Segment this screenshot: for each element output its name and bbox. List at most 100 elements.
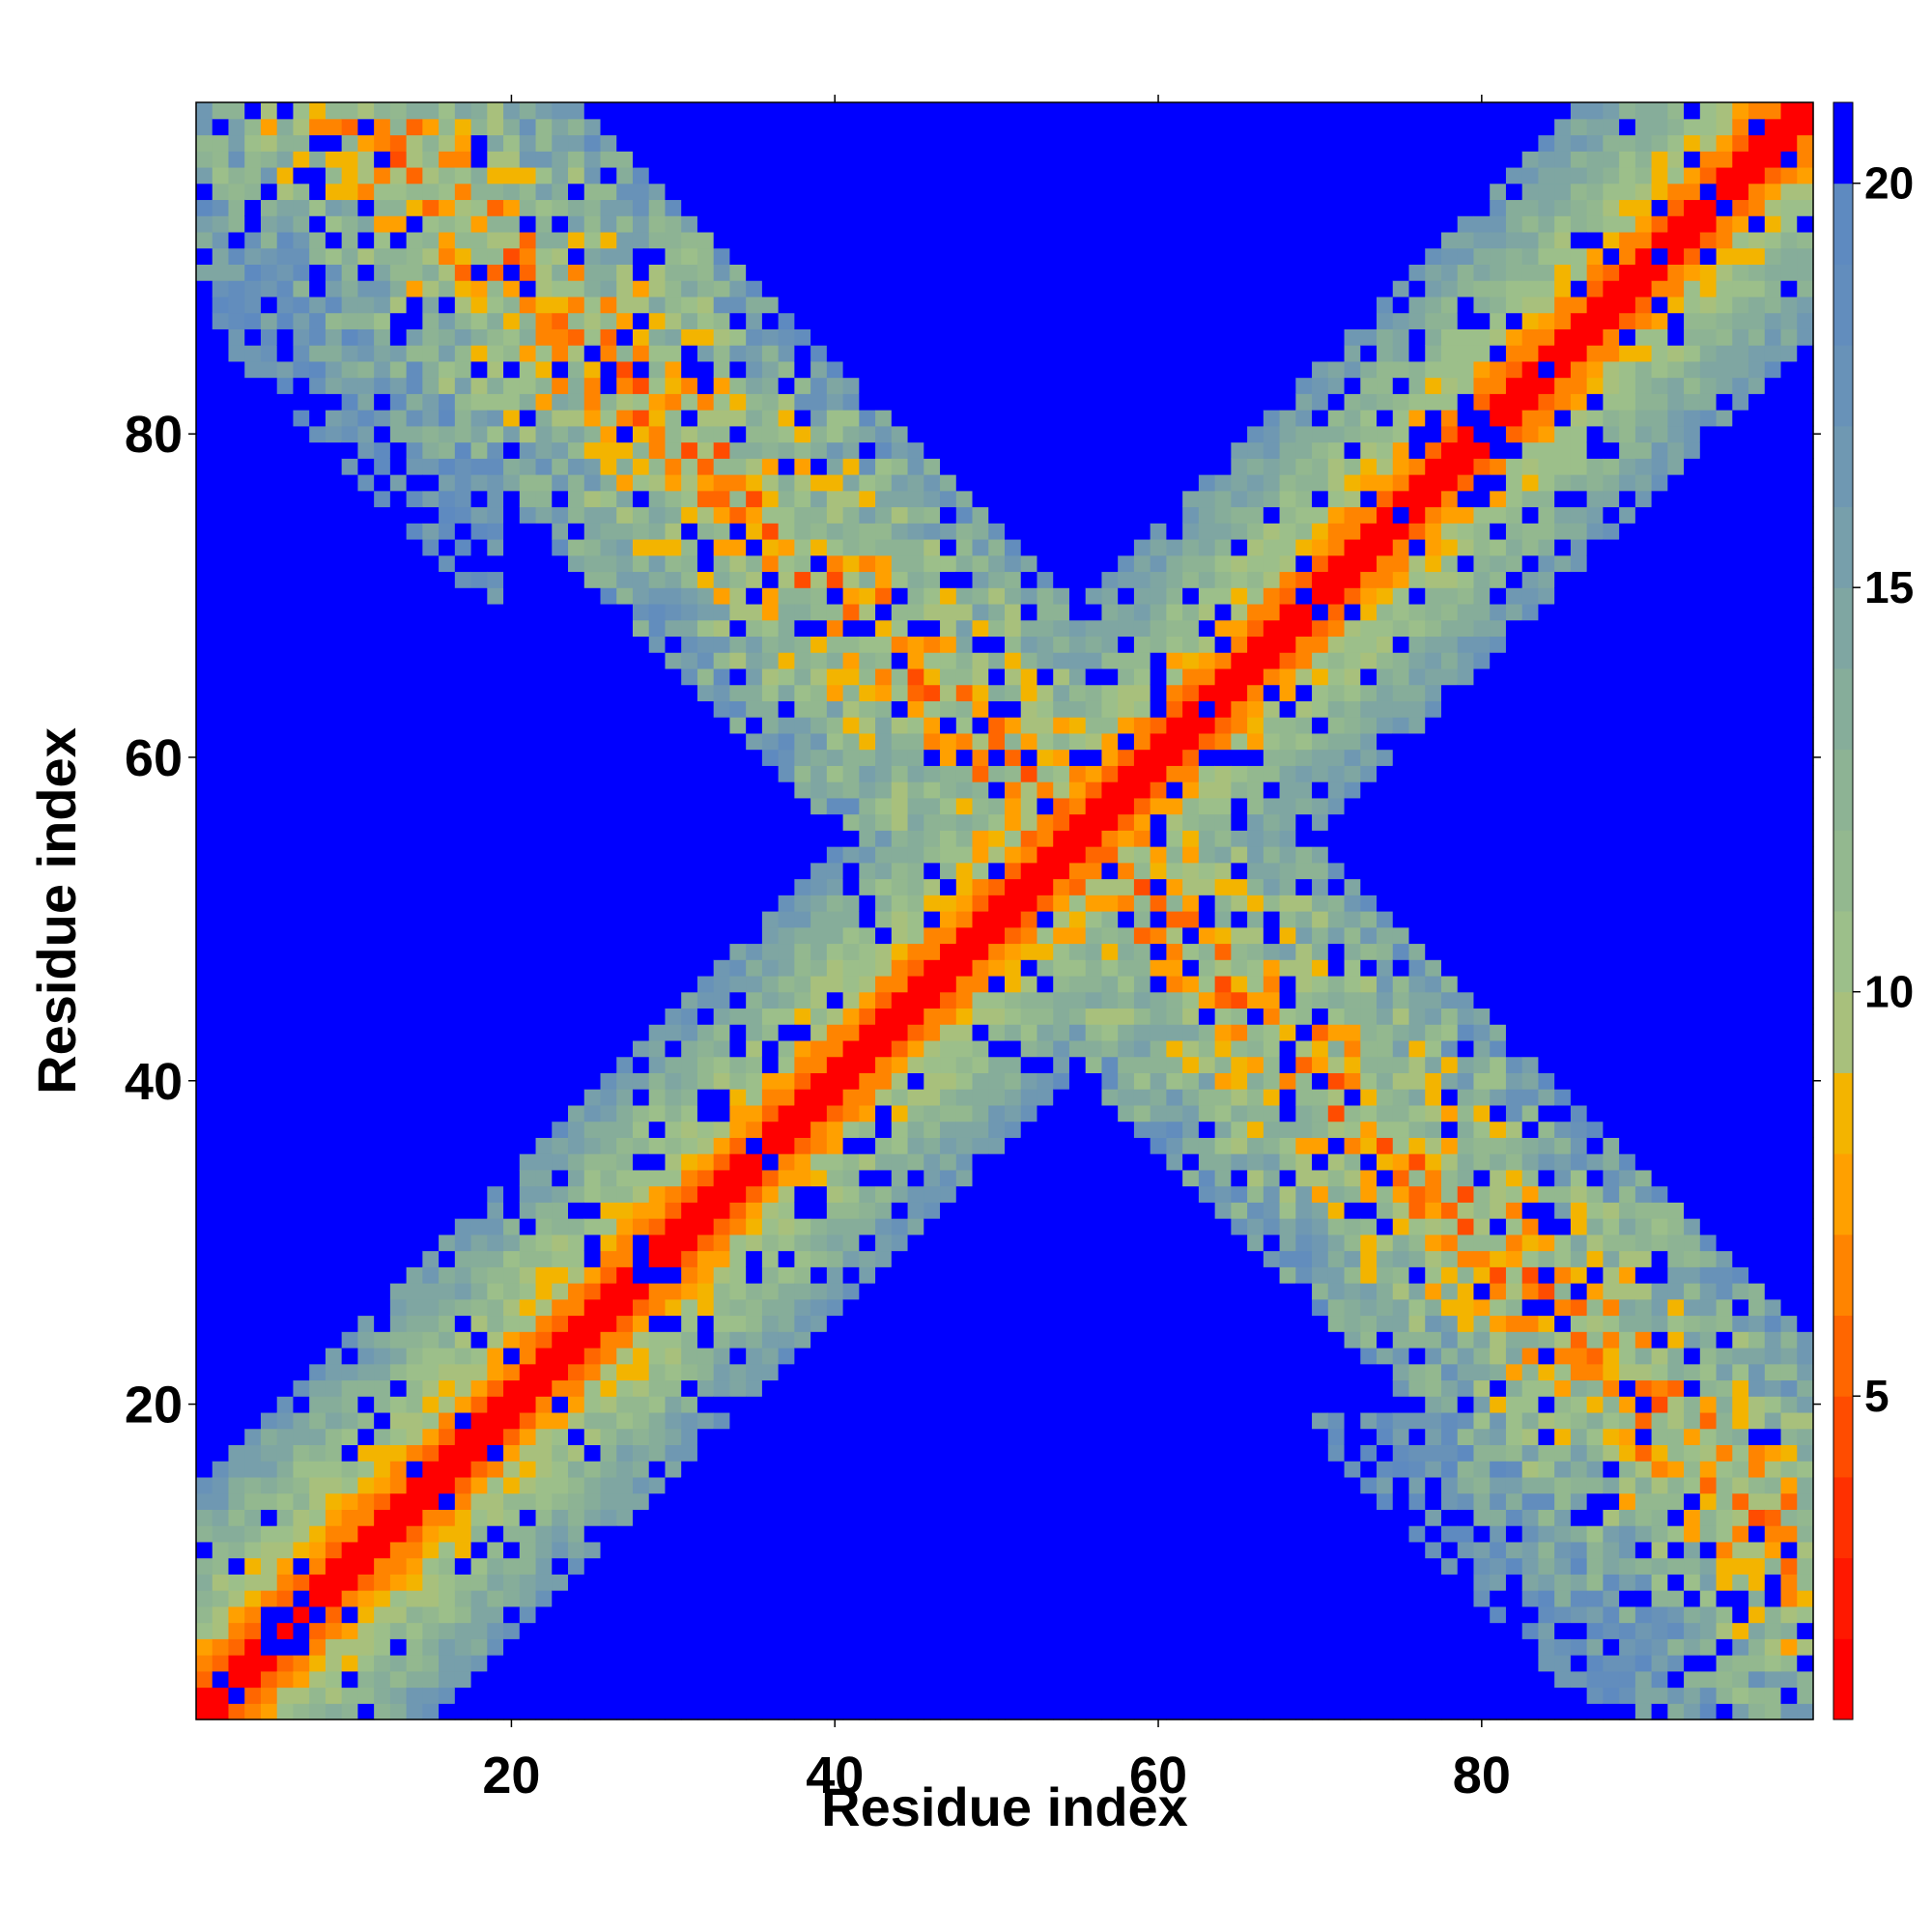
heatmap-cell <box>309 911 327 928</box>
heatmap-cell <box>632 1444 650 1462</box>
heatmap-cell <box>357 312 375 329</box>
heatmap-cell <box>568 571 585 588</box>
heatmap-cell <box>583 571 602 588</box>
heatmap-cell <box>696 151 715 168</box>
heatmap-cell <box>228 506 245 524</box>
heatmap-cell <box>907 1670 924 1689</box>
heatmap-cell <box>972 781 989 799</box>
heatmap-cell <box>228 1347 245 1365</box>
heatmap-cell <box>535 1137 553 1154</box>
heatmap-cell <box>907 1169 924 1187</box>
heatmap-cell <box>196 895 213 912</box>
heatmap-cell <box>325 393 343 411</box>
heatmap-cell <box>244 846 262 864</box>
heatmap-cell <box>244 1703 262 1720</box>
heatmap-cell <box>810 732 828 751</box>
heatmap-cell <box>778 1590 795 1607</box>
heatmap-cell <box>891 619 909 638</box>
heatmap-cell <box>810 1396 828 1413</box>
heatmap-cell <box>891 846 909 864</box>
heatmap-cell <box>665 1185 682 1203</box>
heatmap-cell <box>552 506 569 524</box>
heatmap-cell <box>568 410 585 427</box>
heatmap-cell <box>228 1298 245 1317</box>
heatmap-cell <box>713 377 731 394</box>
heatmap-cell <box>439 1557 456 1575</box>
heatmap-cell <box>632 749 650 766</box>
heatmap-cell <box>648 377 667 394</box>
heatmap-cell <box>632 264 650 281</box>
heatmap-cell <box>309 1476 327 1494</box>
heatmap-cell <box>244 668 262 686</box>
heatmap-cell <box>988 1250 1006 1267</box>
heatmap-cell <box>568 1331 585 1349</box>
heatmap-cell <box>276 813 295 831</box>
heatmap-cell <box>746 215 763 233</box>
heatmap-cell <box>212 587 230 605</box>
heatmap-cell <box>422 1218 440 1236</box>
heatmap-cell <box>891 1153 909 1171</box>
heatmap-cell <box>972 538 989 556</box>
heatmap-cell <box>454 1315 472 1332</box>
heatmap-cell <box>972 441 989 459</box>
heatmap-cell <box>583 959 602 977</box>
heatmap-cell <box>454 700 472 718</box>
heatmap-cell <box>907 668 924 686</box>
heatmap-cell <box>487 1492 504 1510</box>
heatmap-cell <box>374 895 391 912</box>
heatmap-cell <box>454 619 472 638</box>
heatmap-cell <box>454 1024 472 1041</box>
heatmap-cell <box>196 1283 213 1300</box>
heatmap-cell <box>212 1234 230 1252</box>
heatmap-cell <box>422 862 440 880</box>
heatmap-cell <box>746 118 763 136</box>
heatmap-cell <box>940 846 957 864</box>
heatmap-cell <box>875 1476 893 1494</box>
heatmap-cell <box>422 1169 440 1187</box>
heatmap-cell <box>357 1072 375 1090</box>
heatmap-cell <box>729 587 747 605</box>
heatmap-cell <box>826 151 844 168</box>
heatmap-cell <box>632 1379 650 1397</box>
heatmap-cell <box>341 1476 358 1494</box>
heatmap-cell <box>389 1315 408 1332</box>
heatmap-cell <box>729 1574 747 1591</box>
heatmap-cell <box>794 878 811 895</box>
heatmap-cell <box>859 1218 876 1236</box>
heatmap-cell <box>907 1039 924 1058</box>
heatmap-cell <box>487 1541 504 1559</box>
heatmap-cell <box>552 1234 569 1252</box>
heatmap-cell <box>842 215 860 233</box>
heatmap-cell <box>940 360 957 379</box>
heatmap-cell <box>648 1590 667 1607</box>
heatmap-cell <box>891 1169 909 1187</box>
heatmap-cell <box>761 1121 780 1138</box>
heatmap-cell <box>374 1202 391 1219</box>
heatmap-cell <box>503 215 521 233</box>
heatmap-cell <box>260 1283 278 1300</box>
heatmap-cell <box>810 1703 828 1720</box>
heatmap-cell <box>665 1509 682 1526</box>
heatmap-cell <box>487 1331 504 1349</box>
heatmap-cell <box>826 523 844 540</box>
heatmap-cell <box>891 1379 909 1397</box>
heatmap-cell <box>859 1283 876 1300</box>
heatmap-cell <box>761 328 780 346</box>
heatmap-cell <box>794 1347 811 1365</box>
heatmap-cell <box>681 523 698 540</box>
heatmap-cell <box>746 603 763 621</box>
heatmap-cell <box>357 1185 375 1203</box>
heatmap-cell <box>681 199 698 216</box>
heatmap-cell <box>665 619 682 638</box>
heatmap-cell <box>842 1379 860 1397</box>
heatmap-cell <box>212 490 230 508</box>
heatmap-cell <box>374 215 391 233</box>
heatmap-cell <box>907 1703 924 1720</box>
heatmap-cell <box>293 1315 310 1332</box>
heatmap-cell <box>681 1137 698 1154</box>
heatmap-cell <box>907 1202 924 1219</box>
heatmap-cell <box>761 732 780 751</box>
heatmap-cell <box>616 312 634 329</box>
heatmap-cell <box>583 312 602 329</box>
heatmap-cell <box>357 490 375 508</box>
